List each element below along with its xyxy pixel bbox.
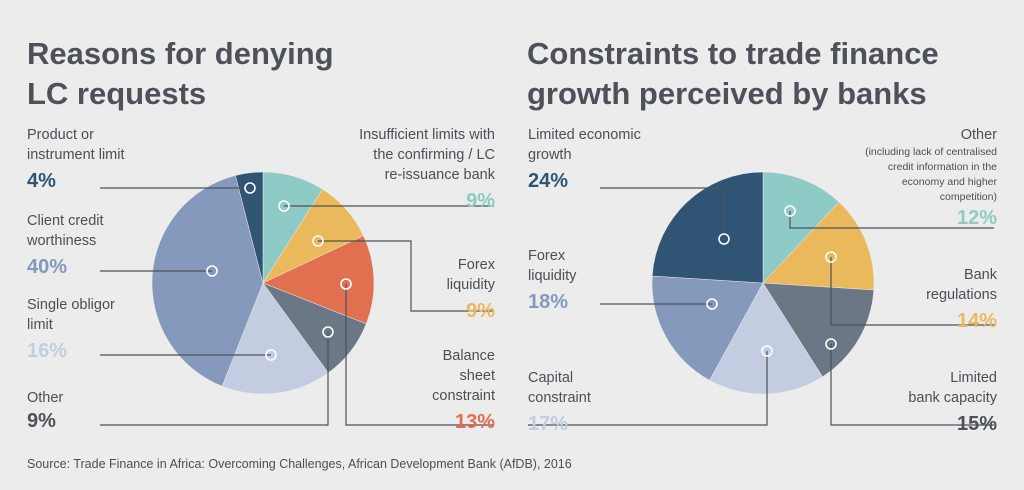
value-label: 9%	[466, 190, 495, 212]
leader-line	[100, 332, 329, 426]
leader-marker	[825, 338, 837, 350]
label-insufficient-limits: Insufficient limits with the confirming …	[359, 125, 495, 214]
label-bank-regulations: Bank regulations 14%	[926, 265, 997, 334]
label-text: constraint	[528, 390, 591, 406]
value-label: 14%	[956, 310, 997, 332]
label-text: instrument limit	[27, 147, 125, 163]
value-label: 4%	[27, 170, 56, 192]
leader-marker	[206, 265, 218, 277]
label-text: growth	[528, 147, 572, 163]
label-note: credit information in the	[887, 161, 997, 173]
leader-line	[600, 187, 725, 239]
pie-slice	[651, 275, 764, 381]
label-balance-sheet: Balance sheet constraint 13%	[432, 346, 495, 435]
value-label: 17%	[528, 413, 569, 435]
chart-2-title: Constraints to trade finance growth perc…	[527, 34, 939, 114]
leader-line	[528, 351, 768, 426]
leader-line	[830, 344, 994, 426]
label-text: re-issuance bank	[384, 167, 495, 183]
leader-marker	[825, 251, 837, 263]
label-note: competition)	[939, 191, 997, 203]
label-text: Capital	[528, 370, 574, 386]
leader-marker	[312, 235, 324, 247]
label-text: liquidity	[446, 277, 495, 293]
leader-marker	[278, 200, 290, 212]
leader-line	[345, 284, 494, 426]
label-capital-constraint: Capital constraint 17%	[528, 368, 591, 437]
chart-2-title-line-2: growth perceived by banks	[527, 76, 927, 111]
label-text: Bank	[963, 267, 997, 283]
chart-1-title-line-2: LC requests	[27, 76, 207, 111]
label-text: Other	[960, 127, 997, 143]
label-text: sheet	[459, 368, 495, 384]
label-text: Forex	[528, 248, 566, 264]
value-label: 18%	[528, 291, 569, 313]
label-limited-bank-capacity: Limited bank capacity 15%	[908, 368, 997, 437]
label-text: liquidity	[528, 268, 577, 284]
label-text: worthiness	[27, 233, 97, 249]
leader-marker	[265, 349, 277, 361]
label-text: limit	[27, 317, 53, 333]
leader-line	[830, 257, 994, 326]
value-label: 13%	[454, 411, 495, 433]
label-limited-economic-growth: Limited economic growth 24%	[528, 125, 641, 194]
label-text: Insufficient limits with	[359, 127, 495, 143]
pie-slice	[151, 175, 264, 387]
label-forex-liquidity-1: Forex liquidity 9%	[447, 255, 495, 324]
pie-slice	[762, 282, 875, 378]
label-note: economy and higher	[901, 176, 997, 188]
leader-marker	[322, 326, 334, 338]
label-note: (including lack of centralised	[865, 146, 997, 158]
label-text: Limited economic	[528, 127, 641, 143]
label-text: Single obligor	[27, 297, 115, 313]
value-label: 9%	[27, 410, 56, 432]
label-forex-liquidity-2: Forex liquidity 18%	[528, 246, 576, 315]
pie-slice	[651, 171, 764, 284]
label-single-obligor: Single obligor limit 16%	[27, 295, 115, 364]
pie-slice	[762, 201, 875, 291]
pie-slice	[235, 171, 264, 284]
leader-marker	[718, 233, 730, 245]
value-label: 16%	[27, 340, 68, 362]
label-other-2: Other (including lack of centralised cre…	[865, 125, 997, 231]
label-text: constraint	[432, 388, 495, 404]
chart-1-title: Reasons for denying LC requests	[27, 34, 334, 114]
value-label: 15%	[956, 413, 997, 435]
chart-1-title-line-1: Reasons for denying	[27, 36, 334, 71]
label-text: regulations	[926, 287, 997, 303]
label-text: Limited	[950, 370, 997, 386]
value-label: 40%	[27, 256, 68, 278]
leader-marker	[244, 182, 256, 194]
label-text: bank capacity	[908, 390, 997, 406]
label-client-credit: Client credit worthiness 40%	[27, 211, 104, 280]
leader-line	[318, 240, 494, 312]
label-text: Balance	[442, 348, 495, 364]
leader-marker	[784, 205, 796, 217]
leader-marker	[761, 345, 773, 357]
leader-marker	[706, 298, 718, 310]
source-note: Source: Trade Finance in Africa: Overcom…	[27, 457, 572, 471]
value-label: 12%	[956, 207, 997, 229]
value-label: 24%	[528, 170, 569, 192]
label-other-1: Other 9%	[27, 388, 63, 434]
label-product-instrument: Product or instrument limit 4%	[27, 125, 125, 194]
chart-2-title-line-1: Constraints to trade finance	[527, 36, 939, 71]
label-text: Product or	[27, 127, 94, 143]
label-text: Forex	[457, 257, 495, 273]
pie-slice	[221, 282, 329, 395]
leader-marker	[340, 278, 352, 290]
label-text: Other	[27, 390, 64, 406]
label-text: Client credit	[27, 213, 104, 229]
value-label: 9%	[466, 300, 495, 322]
label-text: the confirming / LC	[373, 147, 495, 163]
